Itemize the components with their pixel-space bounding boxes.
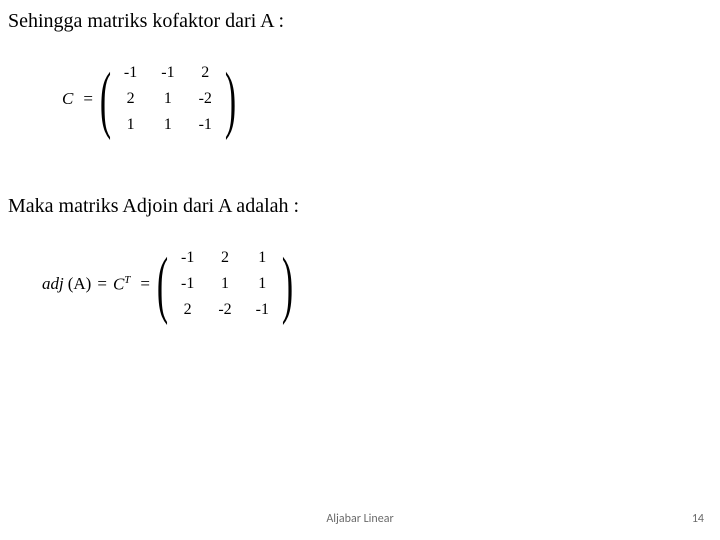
matrix-cell: 2 [169, 297, 206, 323]
matrix-cell: 2 [187, 60, 224, 86]
equals-sign: = [140, 274, 150, 294]
matrix-adj: -1 2 1 -1 1 1 2 -2 -1 [169, 245, 281, 323]
symbol-C: C [62, 89, 73, 109]
table-row: -1 1 1 [169, 271, 281, 297]
right-paren-icon: ) [282, 247, 293, 322]
matrix-cell: 1 [112, 112, 149, 138]
matrix-cell: 1 [149, 112, 186, 138]
matrix-cell: 2 [112, 86, 149, 112]
table-row: 1 1 -1 [112, 112, 224, 138]
matrix-cell: 2 [206, 245, 243, 271]
left-paren-icon: ( [100, 62, 111, 137]
matrix-cell: -1 [149, 60, 186, 86]
table-row: 2 1 -2 [112, 86, 224, 112]
matrix-cell: -1 [169, 245, 206, 271]
symbol-adj: adj [42, 274, 64, 294]
matrix-cell: 1 [206, 271, 243, 297]
matrix-cell: -1 [169, 271, 206, 297]
left-paren-icon: ( [157, 247, 168, 322]
equation-adjoint-matrix: adj(A) = CT = ( -1 2 1 -1 1 1 2 -2 -1 ) [42, 245, 294, 323]
right-paren-icon: ) [225, 62, 236, 137]
matrix-cell: 1 [149, 86, 186, 112]
symbol-CT: CT [113, 274, 130, 295]
matrix-cell: -1 [244, 297, 281, 323]
heading-adjoint: Maka matriks Adjoin dari A adalah : [8, 195, 299, 218]
symbol-adj-arg: (A) [68, 274, 92, 294]
heading-cofactor: Sehingga matriks kofaktor dari A : [8, 10, 284, 33]
matrix-C: -1 -1 2 2 1 -2 1 1 -1 [112, 60, 224, 138]
matrix-cell: -2 [206, 297, 243, 323]
footer-subject: Aljabar Linear [326, 512, 393, 526]
equals-sign: = [83, 89, 93, 109]
matrix-cell: -1 [187, 112, 224, 138]
matrix-cell: 1 [244, 271, 281, 297]
matrix-cell: 1 [244, 245, 281, 271]
page-number: 14 [692, 512, 704, 526]
table-row: -1 -1 2 [112, 60, 224, 86]
matrix-cell: -1 [112, 60, 149, 86]
matrix-cell: -2 [187, 86, 224, 112]
table-row: -1 2 1 [169, 245, 281, 271]
equation-cofactor-matrix: C = ( -1 -1 2 2 1 -2 1 1 -1 ) [62, 60, 237, 138]
table-row: 2 -2 -1 [169, 297, 281, 323]
equals-sign: = [97, 274, 107, 294]
